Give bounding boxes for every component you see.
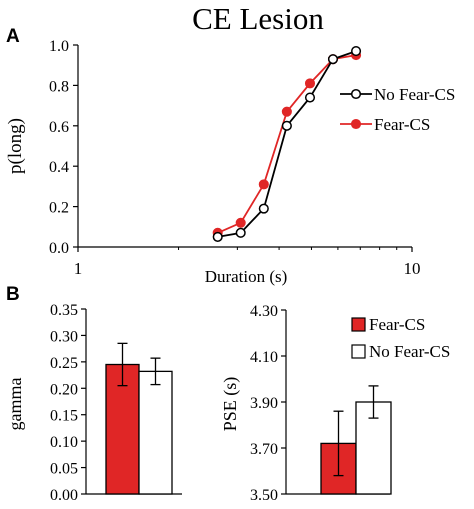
y-tick-label: 0.30	[50, 328, 78, 345]
legend-pse: Fear-CS No Fear-CS	[351, 315, 450, 361]
no-fear-cs-bar	[138, 370, 173, 495]
no-fear-cs-point	[351, 46, 362, 57]
gamma-y-label: gamma	[5, 378, 25, 431]
series-lines-a	[212, 46, 362, 242]
legend-marker	[350, 118, 362, 130]
no-fear-cs-point	[327, 54, 339, 65]
legend-swatch	[351, 317, 366, 332]
y-tick-label: 0.6	[49, 119, 69, 136]
fear-cs-point	[235, 217, 246, 228]
y-tick-label: 0.4	[49, 159, 69, 176]
no-fear-cs-point	[258, 203, 269, 214]
y-tick-label: 0.20	[50, 381, 78, 398]
axes-a: 0.0 0.2 0.4 0.6 0.8 1.0 1 10	[49, 38, 421, 278]
x-tick-label: 10	[404, 259, 421, 278]
legend-label: No Fear-CS	[374, 85, 455, 104]
legend-marker	[350, 88, 362, 100]
panel-label-b: B	[6, 284, 20, 305]
fear-cs-point	[258, 179, 269, 190]
bars-gamma	[105, 342, 173, 495]
psychometric-chart: CE Lesion p(long) Duration (s) 0.0 0.2 0.4…	[5, 1, 455, 286]
bars-pse	[320, 385, 392, 495]
y-tick-label: 3.70	[250, 441, 278, 458]
no-fear-cs-point	[304, 92, 316, 103]
fear-cs-point	[304, 78, 316, 89]
panel-label-a: A	[6, 26, 20, 47]
y-tick-label: 0.8	[49, 78, 69, 95]
y-tick-label: 4.10	[250, 349, 278, 366]
y-tick-label: 0.25	[50, 355, 78, 372]
no-fear-cs-point	[281, 120, 292, 131]
gamma-bar-chart: gamma 0.00 0.05 0.10 0.15 0.20 0.25 0.30 0.35	[5, 302, 182, 504]
legend-a: No Fear-CS Fear-CS	[340, 85, 455, 134]
y-tick-label: 0.35	[50, 302, 78, 319]
legend-label: Fear-CS	[369, 315, 425, 334]
chart-title: CE Lesion	[192, 1, 324, 36]
y-tick-label: 1.0	[49, 38, 69, 55]
fear-cs-point	[281, 106, 292, 117]
y-tick-label: 4.30	[250, 303, 278, 320]
y-tick-label: 3.90	[250, 395, 278, 412]
x-tick-label: 1	[74, 259, 83, 278]
fear-cs-line	[217, 54, 357, 234]
y-tick-label: 3.50	[250, 487, 278, 504]
no-fear-cs-point	[212, 231, 223, 242]
y-axis-label: p(long)	[5, 118, 26, 174]
y-tick-label: 0.15	[50, 408, 78, 425]
no-fear-cs-point	[235, 227, 246, 238]
pse-y-label: PSE (s)	[220, 377, 241, 432]
y-tick-label: 0.05	[50, 461, 78, 478]
y-tick-label: 0.0	[49, 240, 69, 257]
y-tick-label: 0.10	[50, 434, 78, 451]
pse-bar-chart: PSE (s) 3.50 3.70 3.90 4.10 4.30 Fear-CS No F…	[220, 303, 450, 504]
legend-swatch	[351, 344, 366, 359]
x-axis-label: Duration (s)	[205, 267, 288, 286]
no-fear-cs-line	[217, 50, 357, 238]
legend-label: Fear-CS	[374, 115, 430, 134]
y-tick-label: 0.2	[49, 200, 69, 217]
y-tick-label: 0.00	[50, 487, 78, 504]
legend-label: No Fear-CS	[369, 342, 450, 361]
